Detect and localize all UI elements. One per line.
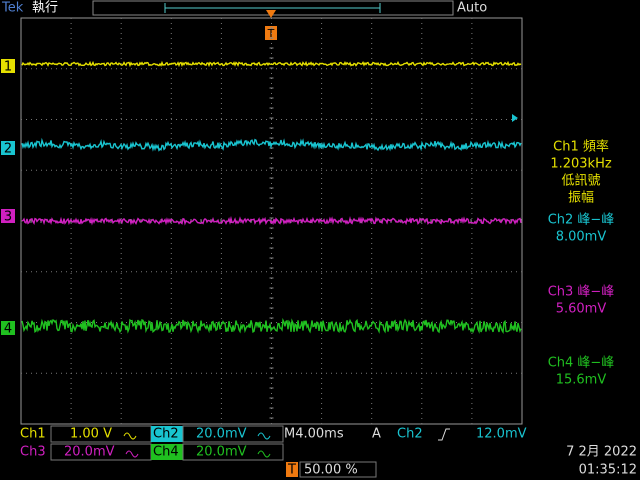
trace (21, 215, 522, 226)
measurement-title: Ch1 頻率 (553, 139, 609, 155)
traces (21, 60, 522, 335)
ch4-scale-box (182, 443, 284, 461)
trigger-marker: T (267, 27, 275, 40)
ch3-label: Ch3 (20, 445, 46, 460)
ch3-marker: 3 (4, 210, 12, 225)
measurement-note: 低訊號 (561, 174, 600, 189)
ch3-scale: 20.0mV (64, 445, 115, 460)
position: 50.00 % (304, 463, 358, 478)
measurement-value: 15.6mV (556, 373, 607, 388)
measurements: Ch1 頻率 1.203kHz 低訊號 振幅 Ch2 峰−峰 8.00mV Ch… (548, 139, 615, 388)
ch1-marker-box (1, 59, 15, 73)
ch1-marker: 1 (4, 60, 12, 75)
ch2-scale: 20.0mV (196, 427, 247, 442)
bw-icon (257, 450, 271, 458)
ch2-label: Ch2 (153, 427, 179, 442)
measurement-title: Ch4 峰−峰 (548, 356, 615, 371)
date: 7 2月 2022 (566, 445, 637, 460)
bw-icon (123, 432, 137, 440)
time: 01:35:12 (579, 463, 637, 478)
ch1-scale: 1.00 V (70, 427, 112, 442)
measurement-value: 1.203kHz (550, 157, 612, 172)
ch2-marker-box (1, 141, 15, 155)
ch2-scale-box (182, 425, 284, 443)
trace (21, 317, 522, 335)
measurement-title: Ch3 峰−峰 (548, 285, 615, 300)
ch4-label-box (151, 444, 183, 460)
brand: Tek (1, 1, 24, 16)
bw-icon (257, 432, 271, 440)
trigger-level: 12.0mV (476, 427, 527, 442)
run-state: 執行 (32, 0, 58, 16)
slope-icon (438, 428, 450, 441)
trigger-position (266, 10, 276, 18)
trigger-label: A (372, 427, 381, 442)
trigger-level-marker (512, 114, 518, 122)
ch2-label-box (151, 426, 183, 442)
trigger-mode: Auto (457, 1, 487, 16)
position-marker-box (286, 462, 298, 477)
trace (21, 60, 522, 68)
ch1-label: Ch1 (20, 427, 46, 442)
footer: Ch1 1.00 V Ch2 20.0mV M4.00ms A Ch2 12.0… (20, 425, 637, 478)
position-marker: T (287, 463, 296, 478)
ch4-label: Ch4 (153, 445, 179, 460)
measurement-value: 8.00mV (556, 230, 607, 245)
measurement-title: Ch2 峰−峰 (548, 213, 615, 228)
record-bar (92, 0, 454, 16)
record-view (164, 3, 381, 13)
trigger-source: Ch2 (397, 427, 423, 442)
ch4-scale: 20.0mV (196, 445, 247, 460)
trace (21, 137, 522, 152)
channel-markers: 1 2 3 4 (1, 59, 15, 337)
ch4-marker: 4 (4, 322, 12, 337)
timebase: M4.00ms (284, 427, 344, 442)
measurement-note: 振幅 (568, 191, 594, 206)
ch3-marker-box (1, 209, 15, 223)
position-box (299, 461, 377, 478)
measurement-value: 5.60mV (556, 302, 607, 317)
ch4-marker-box (1, 321, 15, 335)
ch2-marker: 2 (4, 142, 12, 157)
bw-icon (125, 450, 139, 458)
